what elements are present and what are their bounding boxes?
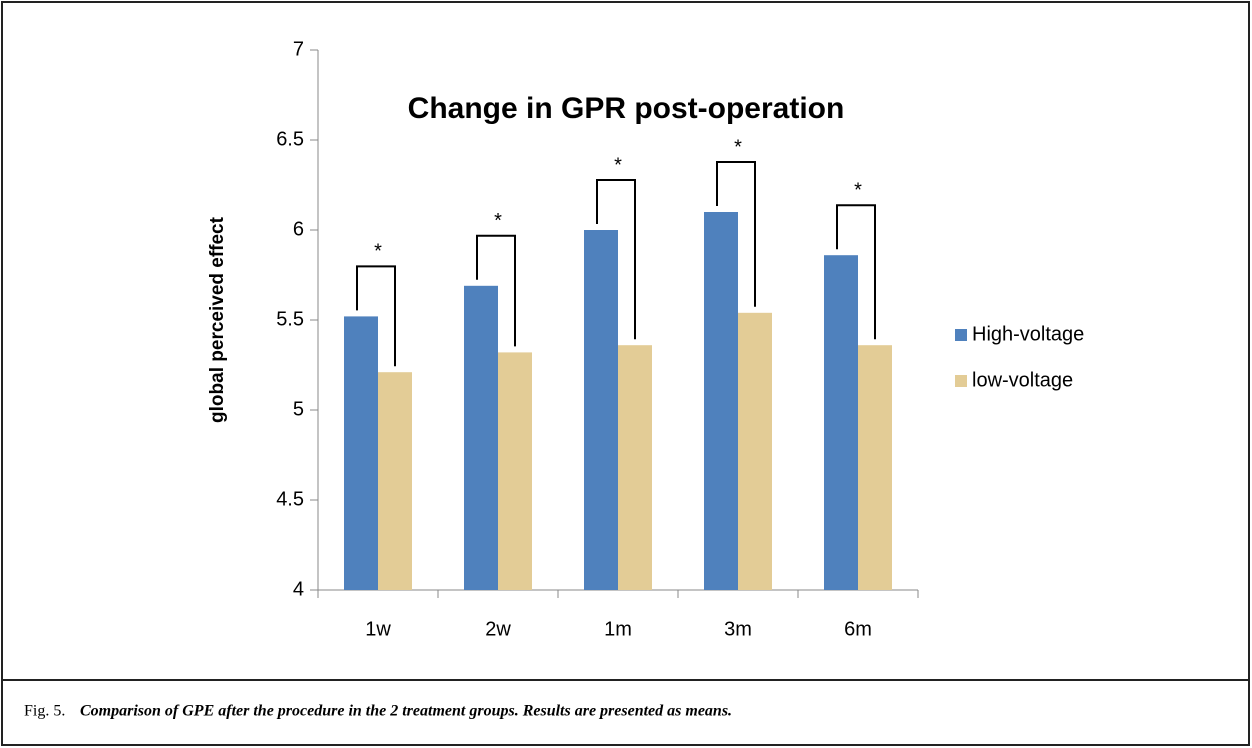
x-tick-label: 1w bbox=[365, 618, 391, 640]
significance-label: * bbox=[614, 154, 622, 176]
significance-bracket bbox=[716, 161, 756, 307]
bar bbox=[824, 255, 858, 590]
chart-title: Change in GPR post-operation bbox=[408, 92, 845, 125]
y-tick-label: 5.5 bbox=[276, 308, 304, 330]
x-tick-label: 2w bbox=[485, 618, 511, 640]
bar bbox=[858, 345, 892, 590]
bar bbox=[464, 285, 498, 590]
significance-label: * bbox=[854, 179, 862, 201]
y-axis-label: global perceived effect bbox=[207, 216, 228, 423]
y-tick-label: 5 bbox=[293, 398, 304, 420]
caption-text: Comparison of GPE after the procedure in… bbox=[80, 703, 732, 720]
x-tick-label: 6m bbox=[844, 618, 872, 640]
legend-swatch bbox=[955, 375, 967, 387]
significance-bracket bbox=[836, 204, 876, 340]
y-tick-label: 7 bbox=[293, 38, 304, 60]
bar bbox=[738, 312, 772, 590]
x-tick-label: 1m bbox=[604, 618, 632, 640]
y-tick-label: 4 bbox=[293, 578, 304, 600]
bar bbox=[378, 372, 412, 590]
y-tick-label: 6 bbox=[293, 218, 304, 240]
bar bbox=[498, 352, 532, 590]
significance-bracket bbox=[356, 265, 396, 367]
bar bbox=[584, 230, 618, 590]
significance-label: * bbox=[494, 210, 502, 232]
legend-label: High-voltage bbox=[972, 323, 1084, 345]
bar bbox=[344, 316, 378, 590]
legend-swatch bbox=[955, 329, 967, 341]
legend-label: low-voltage bbox=[972, 369, 1073, 391]
significance-bracket bbox=[476, 234, 516, 347]
bar bbox=[704, 212, 738, 590]
bar bbox=[618, 345, 652, 590]
significance-bracket bbox=[596, 179, 636, 340]
caption-label: Fig. 5. bbox=[24, 703, 65, 720]
significance-label: * bbox=[734, 136, 742, 158]
y-tick-label: 4.5 bbox=[276, 488, 304, 510]
y-tick-label: 6.5 bbox=[276, 128, 304, 150]
significance-label: * bbox=[374, 241, 382, 263]
x-tick-label: 3m bbox=[724, 618, 752, 640]
